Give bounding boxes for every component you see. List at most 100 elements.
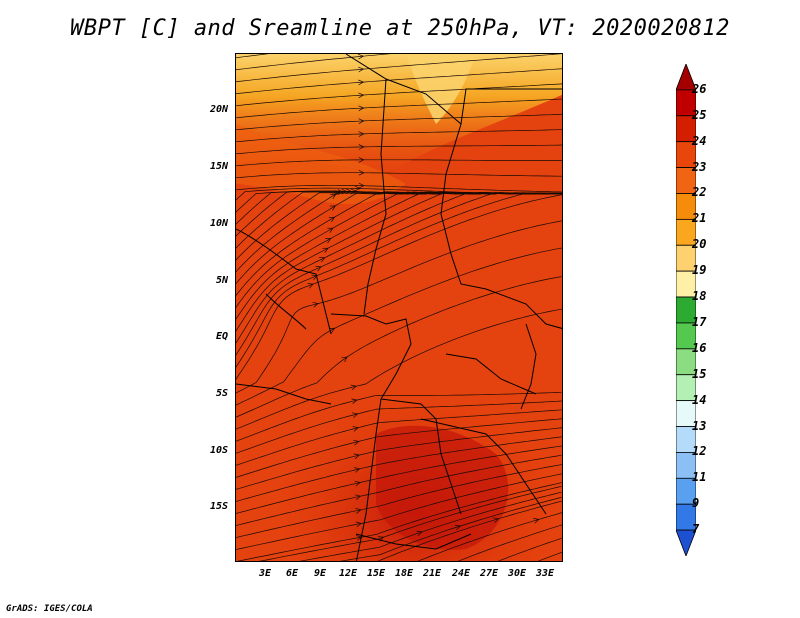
colorbar-label: 24 <box>692 133 707 148</box>
streamline-arrow <box>319 257 326 263</box>
lon-label: 18E <box>394 568 414 579</box>
field-north-band <box>236 54 562 174</box>
lon-label: 3E <box>258 568 272 579</box>
streamline <box>236 391 562 442</box>
streamline-arrow <box>353 453 360 460</box>
streamline <box>236 184 562 193</box>
streamline <box>236 454 562 526</box>
colorbar-label: 26 <box>692 81 707 96</box>
streamline-arrow <box>352 426 359 432</box>
colorbar-label: 11 <box>692 470 707 485</box>
field-yellow-northeast <box>406 54 476 124</box>
streamline-arrow <box>354 467 361 473</box>
lon-label: 6E <box>285 568 299 579</box>
streamline-arrow <box>358 157 365 163</box>
streamline-arrow <box>315 266 322 272</box>
streamline-arrow <box>328 216 336 223</box>
streamline-arrow <box>454 524 462 531</box>
streamline <box>237 482 562 561</box>
colorbar-label: 20 <box>692 237 707 252</box>
streamline-arrow <box>358 66 365 73</box>
streamline-arrow <box>358 92 365 99</box>
colorbar-label: 23 <box>692 159 707 174</box>
streamline <box>236 427 562 490</box>
streamline <box>236 220 562 394</box>
streamline-arrow <box>330 193 337 199</box>
streamline-arrow <box>358 182 365 189</box>
streamline-arrow <box>355 508 362 514</box>
streamline <box>497 537 562 561</box>
streamline-arrow <box>354 185 361 192</box>
streamline <box>236 418 562 478</box>
streamline <box>236 172 562 179</box>
colorbar-label: 25 <box>692 107 707 122</box>
streamline <box>236 192 562 356</box>
credit-text: GrADS: IGES/COLA <box>6 604 93 614</box>
streamline <box>236 54 270 59</box>
lat-label: 5S <box>215 388 228 399</box>
lon-label: 33E <box>535 568 555 579</box>
streamline <box>236 400 562 454</box>
field-warm-patch <box>236 124 406 204</box>
streamline <box>259 486 562 561</box>
lat-label: EQ <box>215 331 228 342</box>
colorbar-label: 9 <box>692 496 700 511</box>
colorbar <box>676 64 696 556</box>
streamline-arrow <box>334 190 340 196</box>
lat-label: 15S <box>209 501 228 512</box>
streamline <box>236 54 391 71</box>
streamline-arrow <box>358 118 365 125</box>
lon-label: 15E <box>366 568 386 579</box>
map-svg <box>236 54 562 561</box>
colorbar-label: 13 <box>692 418 707 433</box>
streamline-arrow <box>357 54 365 60</box>
streamline <box>537 551 562 561</box>
lon-label: 9E <box>313 568 327 579</box>
streamline-arrow <box>328 327 336 334</box>
streamline <box>236 159 562 167</box>
streamline <box>236 464 562 538</box>
streamline-arrow <box>358 144 365 150</box>
streamline <box>236 473 562 550</box>
streamline-arrow <box>358 79 365 86</box>
streamline-arrow <box>355 494 362 500</box>
colorbar-label: 16 <box>692 340 707 355</box>
lat-label: 15N <box>209 161 228 172</box>
streamline <box>236 409 562 466</box>
streamline <box>236 192 562 368</box>
streamline-arrow <box>355 521 363 528</box>
map-title: WBPT [C] and Sreamline at 250hPa, VT: 20… <box>70 16 730 41</box>
colorbar-label: 15 <box>692 366 707 381</box>
streamline <box>236 54 562 83</box>
streamline <box>236 83 562 107</box>
streamline-arrow <box>325 238 332 244</box>
colorbar-label: 14 <box>692 392 707 407</box>
streamline-arrow <box>307 283 314 289</box>
streamline <box>236 113 562 131</box>
lat-label: 20N <box>209 104 228 115</box>
colorbar-label: 21 <box>692 211 707 226</box>
streamline <box>236 68 562 95</box>
streamline-arrow <box>492 517 500 523</box>
map-plot-area <box>235 53 563 562</box>
lon-label: 12E <box>338 568 358 579</box>
colorbar-label: 22 <box>692 185 707 200</box>
streamline <box>236 129 562 143</box>
streamline <box>417 512 562 561</box>
streamline-arrow <box>354 480 361 487</box>
streamline-arrow <box>533 518 540 524</box>
lon-label: 24E <box>451 568 471 579</box>
lon-label: 30E <box>507 568 527 579</box>
streamline-arrow <box>358 131 365 137</box>
streamline-arrow <box>358 105 365 112</box>
streamline-arrow <box>353 439 360 446</box>
streamline-arrow <box>311 274 318 281</box>
colorbar-swatch <box>676 529 696 556</box>
field-hot-core <box>376 425 509 550</box>
streamline <box>236 308 562 430</box>
streamline-arrow <box>350 384 357 391</box>
streamline <box>236 144 562 155</box>
streamline-arrow <box>312 301 319 308</box>
streamline-arrow <box>416 530 423 537</box>
streamline-arrow <box>327 227 334 233</box>
